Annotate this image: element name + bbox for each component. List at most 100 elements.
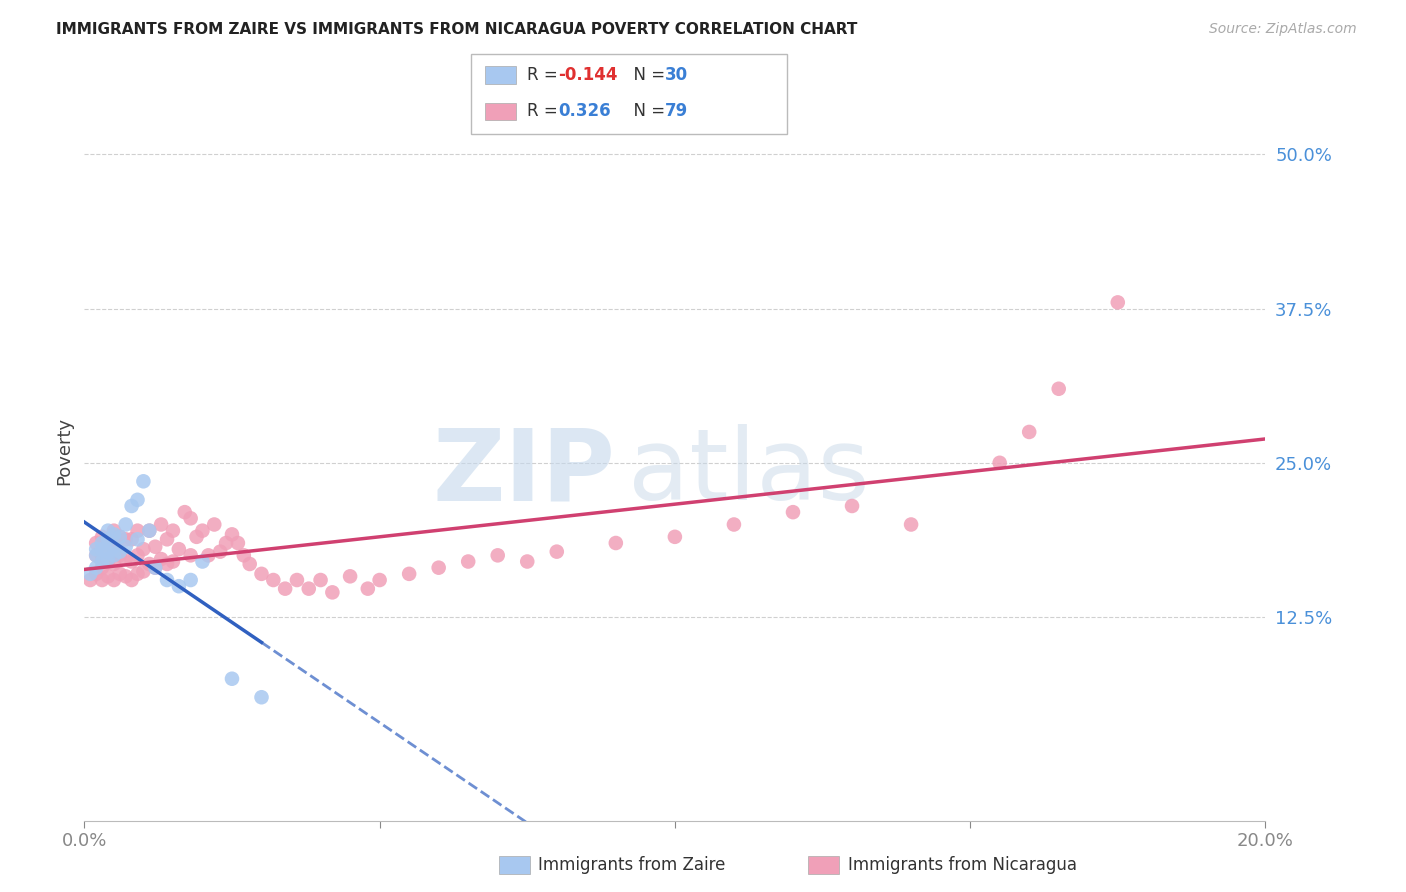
Point bbox=[167, 542, 190, 557]
Text: 79: 79 bbox=[665, 103, 689, 120]
Point bbox=[84, 549, 107, 563]
Point bbox=[91, 573, 114, 587]
Point bbox=[1107, 295, 1129, 310]
Text: ZIP: ZIP bbox=[433, 425, 616, 521]
Point bbox=[398, 566, 420, 581]
Point bbox=[97, 524, 120, 538]
Point bbox=[97, 536, 120, 550]
Point bbox=[782, 505, 804, 519]
Point bbox=[97, 552, 120, 566]
Point bbox=[114, 552, 136, 566]
Point bbox=[121, 573, 143, 587]
Point bbox=[132, 565, 155, 579]
Point bbox=[339, 569, 361, 583]
Point bbox=[91, 542, 114, 557]
Point bbox=[121, 499, 143, 513]
Point bbox=[150, 517, 173, 532]
Point bbox=[108, 549, 131, 563]
Point bbox=[79, 573, 101, 587]
Point bbox=[357, 582, 380, 596]
Point bbox=[127, 492, 149, 507]
Text: -0.144: -0.144 bbox=[558, 66, 617, 84]
Point bbox=[191, 524, 214, 538]
Point bbox=[127, 566, 149, 581]
Point bbox=[121, 533, 143, 547]
Point bbox=[121, 554, 143, 569]
Point bbox=[162, 524, 184, 538]
Text: atlas: atlas bbox=[627, 425, 869, 521]
Point bbox=[309, 573, 332, 587]
Point bbox=[197, 549, 219, 563]
Point bbox=[143, 540, 166, 554]
Point bbox=[368, 573, 391, 587]
Point bbox=[250, 690, 273, 705]
Point bbox=[274, 582, 297, 596]
Point bbox=[97, 544, 120, 558]
Point bbox=[1018, 425, 1040, 439]
Point bbox=[97, 533, 120, 547]
Point bbox=[84, 560, 107, 574]
Point bbox=[457, 554, 479, 569]
Point bbox=[486, 549, 509, 563]
Point bbox=[132, 475, 155, 489]
Point bbox=[138, 524, 160, 538]
Point bbox=[988, 456, 1011, 470]
Text: IMMIGRANTS FROM ZAIRE VS IMMIGRANTS FROM NICARAGUA POVERTY CORRELATION CHART: IMMIGRANTS FROM ZAIRE VS IMMIGRANTS FROM… bbox=[56, 22, 858, 37]
Point bbox=[191, 554, 214, 569]
Point bbox=[114, 569, 136, 583]
Point bbox=[156, 557, 179, 571]
Point bbox=[84, 566, 107, 581]
Point bbox=[114, 533, 136, 547]
Point bbox=[91, 554, 114, 569]
Point bbox=[900, 517, 922, 532]
Point bbox=[108, 566, 131, 581]
Point bbox=[103, 544, 125, 558]
Text: R =: R = bbox=[527, 66, 564, 84]
Point bbox=[91, 549, 114, 563]
Point bbox=[84, 536, 107, 550]
Point bbox=[91, 536, 114, 550]
Text: Immigrants from Nicaragua: Immigrants from Nicaragua bbox=[848, 856, 1077, 874]
Point bbox=[186, 530, 208, 544]
Point bbox=[209, 544, 232, 558]
Point bbox=[91, 530, 114, 544]
Point bbox=[84, 542, 107, 557]
Point bbox=[180, 549, 202, 563]
Point bbox=[91, 560, 114, 574]
Point bbox=[221, 527, 243, 541]
Point bbox=[143, 560, 166, 574]
Text: Immigrants from Zaire: Immigrants from Zaire bbox=[538, 856, 725, 874]
Point bbox=[215, 536, 238, 550]
Point bbox=[127, 524, 149, 538]
Point bbox=[162, 554, 184, 569]
Text: N =: N = bbox=[623, 66, 671, 84]
Point bbox=[114, 517, 136, 532]
Point bbox=[167, 579, 190, 593]
Point bbox=[427, 560, 450, 574]
Point bbox=[232, 549, 254, 563]
Point bbox=[114, 540, 136, 554]
Point bbox=[138, 557, 160, 571]
Point bbox=[108, 530, 131, 544]
Point bbox=[605, 536, 627, 550]
Point bbox=[285, 573, 308, 587]
Point bbox=[173, 505, 195, 519]
Point bbox=[156, 533, 179, 547]
Point bbox=[180, 573, 202, 587]
Point bbox=[108, 544, 131, 558]
Point bbox=[262, 573, 284, 587]
Point bbox=[138, 524, 160, 538]
Point bbox=[84, 549, 107, 563]
Point bbox=[103, 573, 125, 587]
Point bbox=[103, 540, 125, 554]
Y-axis label: Poverty: Poverty bbox=[55, 417, 73, 484]
Point bbox=[723, 517, 745, 532]
Point bbox=[546, 544, 568, 558]
Text: R =: R = bbox=[527, 103, 568, 120]
Point bbox=[1047, 382, 1070, 396]
Point bbox=[127, 533, 149, 547]
Point bbox=[97, 554, 120, 569]
Point bbox=[298, 582, 321, 596]
Point bbox=[180, 511, 202, 525]
Text: Source: ZipAtlas.com: Source: ZipAtlas.com bbox=[1209, 22, 1357, 37]
